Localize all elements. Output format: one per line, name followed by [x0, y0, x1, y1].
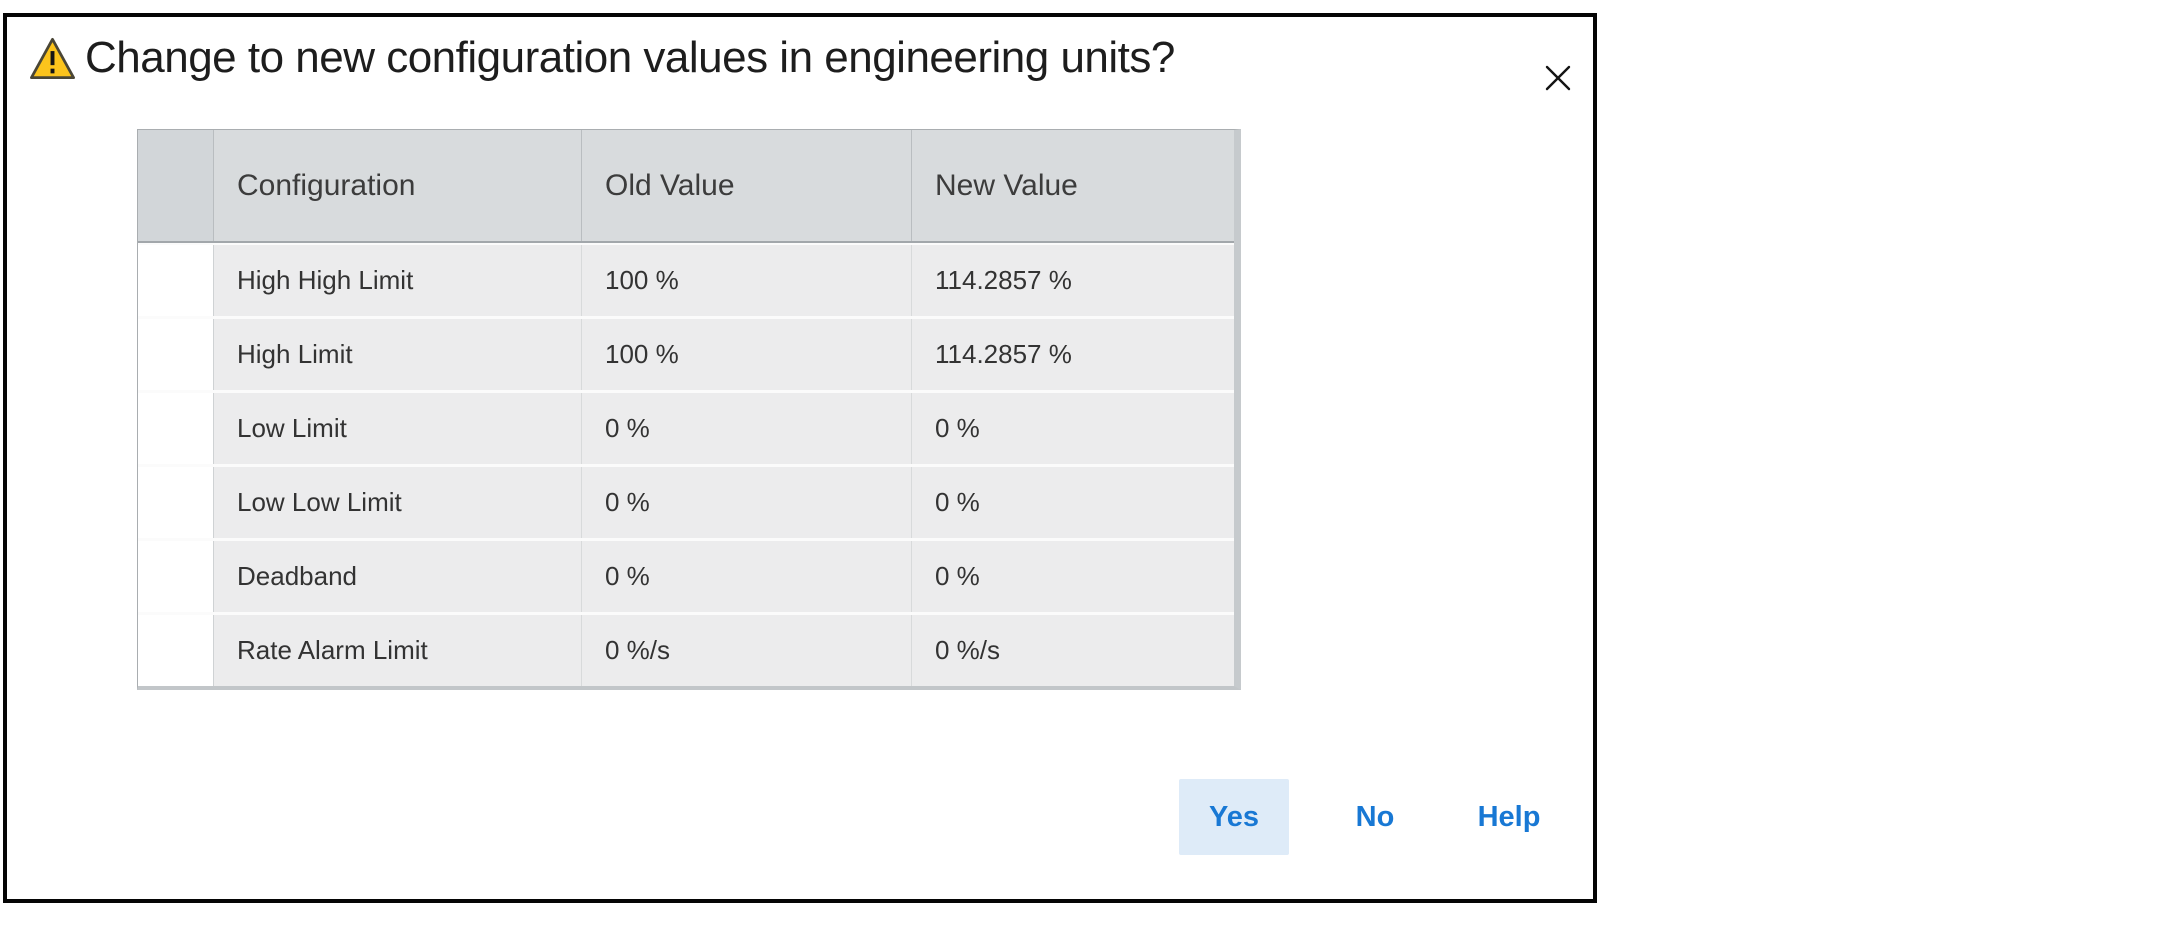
cell-new-value: 114.2857 % — [912, 245, 1234, 316]
close-icon[interactable] — [1539, 59, 1577, 97]
header-old-value: Old Value — [582, 130, 912, 241]
row-selector-cell — [138, 393, 214, 464]
table-row: Low Low Limit 0 % 0 % — [138, 467, 1234, 538]
cell-configuration: Deadband — [214, 541, 582, 612]
table-body: High High Limit 100 % 114.2857 % High Li… — [138, 245, 1234, 686]
row-selector-cell — [138, 615, 214, 686]
row-selector-cell — [138, 541, 214, 612]
cell-new-value: 0 % — [912, 393, 1234, 464]
row-selector-cell — [138, 245, 214, 316]
table-row: High Limit 100 % 114.2857 % — [138, 319, 1234, 390]
table-row: Low Limit 0 % 0 % — [138, 393, 1234, 464]
dialog-title: Change to new configuration values in en… — [85, 33, 1175, 82]
cell-new-value: 0 %/s — [912, 615, 1234, 686]
cell-old-value: 0 %/s — [582, 615, 912, 686]
cell-configuration: Rate Alarm Limit — [214, 615, 582, 686]
header-configuration: Configuration — [214, 130, 582, 241]
cell-old-value: 0 % — [582, 393, 912, 464]
cell-new-value: 0 % — [912, 467, 1234, 538]
table-header-row: Configuration Old Value New Value — [138, 130, 1234, 243]
table-row: Deadband 0 % 0 % — [138, 541, 1234, 612]
cell-new-value: 114.2857 % — [912, 319, 1234, 390]
cell-configuration: Low Limit — [214, 393, 582, 464]
header-new-value: New Value — [935, 168, 1078, 202]
table-row: Rate Alarm Limit 0 %/s 0 %/s — [138, 615, 1234, 686]
row-selector-cell — [138, 319, 214, 390]
cell-old-value: 100 % — [582, 245, 912, 316]
confirmation-dialog: Change to new configuration values in en… — [3, 13, 1597, 903]
header-row-selector-cell — [138, 130, 214, 241]
configuration-table: Configuration Old Value New Value High H… — [137, 129, 1241, 690]
cell-configuration: High Limit — [214, 319, 582, 390]
cell-old-value: 0 % — [582, 541, 912, 612]
yes-button[interactable]: Yes — [1179, 779, 1289, 855]
close-x-glyph — [1545, 65, 1571, 91]
cell-new-value: 0 % — [912, 541, 1234, 612]
cell-configuration: Low Low Limit — [214, 467, 582, 538]
table-row: High High Limit 100 % 114.2857 % — [138, 245, 1234, 316]
row-selector-cell — [138, 467, 214, 538]
dialog-button-row: Yes No Help — [1179, 779, 1557, 855]
no-button[interactable]: No — [1327, 779, 1423, 855]
dialog-title-bar: Change to new configuration values in en… — [29, 33, 1175, 83]
help-button[interactable]: Help — [1461, 779, 1557, 855]
cell-old-value: 0 % — [582, 467, 912, 538]
cell-configuration: High High Limit — [214, 245, 582, 316]
cell-old-value: 100 % — [582, 319, 912, 390]
warning-triangle-icon — [30, 37, 75, 79]
